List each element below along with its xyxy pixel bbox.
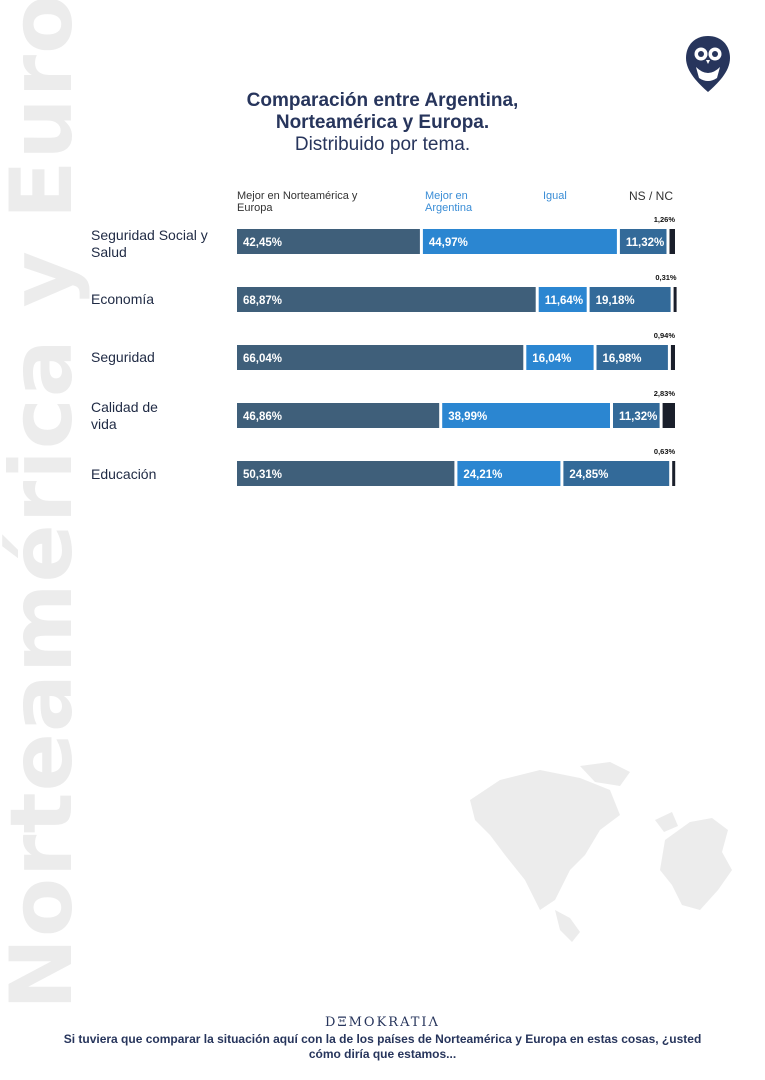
data-label-row1-series1: 11,64% [545,295,583,307]
data-label-row2-series1: 16,04% [532,353,571,365]
bar-segment-row4-series2 [563,461,670,486]
row-label-economia: Economía [91,291,155,307]
bar-segment-row3-series0 [237,403,440,428]
chart-title-block: Comparación entre Argentina, Norteaméric… [150,90,615,156]
stacked-bar-chart: 42,45% 44,97% 11,32% 1,26% 68,87% 11,64% 19,18… [237,215,677,486]
data-label-row3-series0: 46,86% [243,411,282,423]
bar-segment-row4-series1 [457,461,561,486]
legend-ns-nc: NS / NC [629,189,674,203]
data-label-row0-series0: 42,45% [243,237,282,249]
data-label-row3-series2: 11,32% [619,411,657,423]
bar-segment-row0-series1 [422,229,617,254]
data-label-row1-series0: 68,87% [243,295,282,307]
bar-segment-row4-series3 [672,461,676,486]
data-label-row2-series0: 66,04% [243,353,282,365]
bar-segment-row0-series2 [619,229,667,254]
bar-segment-row3-series1 [442,403,610,428]
bar-segment-row1-series1 [538,287,587,312]
legend-mejor-argentina: Mejor en Argentina [425,190,473,214]
bar-segment-row2-series3 [670,345,675,370]
bar-segment-row4-series0 [237,461,455,486]
data-label-row3-series1: 38,99% [448,411,487,423]
brand-logotype: DΞMOKRATIΛ [325,1015,440,1030]
data-label-row4-series2: 24,85% [569,469,608,481]
owl-logo-icon [686,36,730,92]
data-label-row4-series1: 24,21% [463,469,502,481]
data-label-row0-series2: 11,32% [626,237,664,249]
row-label-educacion: Educación [91,466,157,482]
data-label-row4-series0: 50,31% [243,469,282,481]
row-label-seguridad: Seguridad [91,349,155,365]
chart-title-line-2: Norteamérica y Europa. [275,112,490,133]
data-label-row4-series3: 0,63% [654,447,676,456]
data-label-row1-series2: 19,18% [596,295,635,307]
bar-segment-row2-series2 [596,345,668,370]
bar-segment-row2-series1 [526,345,594,370]
chart-title-line-1: Comparación entre Argentina, [246,90,519,111]
row-label-calidad-de-vida: Calidad de vida [91,399,158,432]
legend-mejor-norteamerica: Mejor en Norteamérica y Europa [237,190,358,214]
row-label-seguridad-social: Seguridad Social y Salud [91,227,208,260]
bar-segment-row3-series3 [662,403,675,428]
bar-segment-row2-series0 [237,345,524,370]
data-label-row2-series2: 16,98% [603,353,642,365]
bar-segment-row0-series3 [669,229,675,254]
bar-segment-row1-series3 [673,287,677,312]
world-map-icon [470,762,732,942]
legend-igual: Igual [543,190,567,202]
data-label-row0-series3: 1,26% [654,215,676,224]
chart-subtitle: Distribuido por tema. [294,134,471,155]
data-label-row1-series3: 0,31% [655,273,677,282]
survey-question: Si tuviera que comparar la situación aqu… [63,1032,702,1061]
bar-segment-row1-series0 [237,287,536,312]
bar-segment-row1-series2 [589,287,671,312]
data-label-row0-series1: 44,97% [429,237,468,249]
bar-segment-row0-series0 [237,229,420,254]
data-label-row2-series3: 0,94% [654,331,676,340]
data-label-row3-series3: 2,83% [654,389,676,398]
bar-segment-row3-series2 [613,403,660,428]
